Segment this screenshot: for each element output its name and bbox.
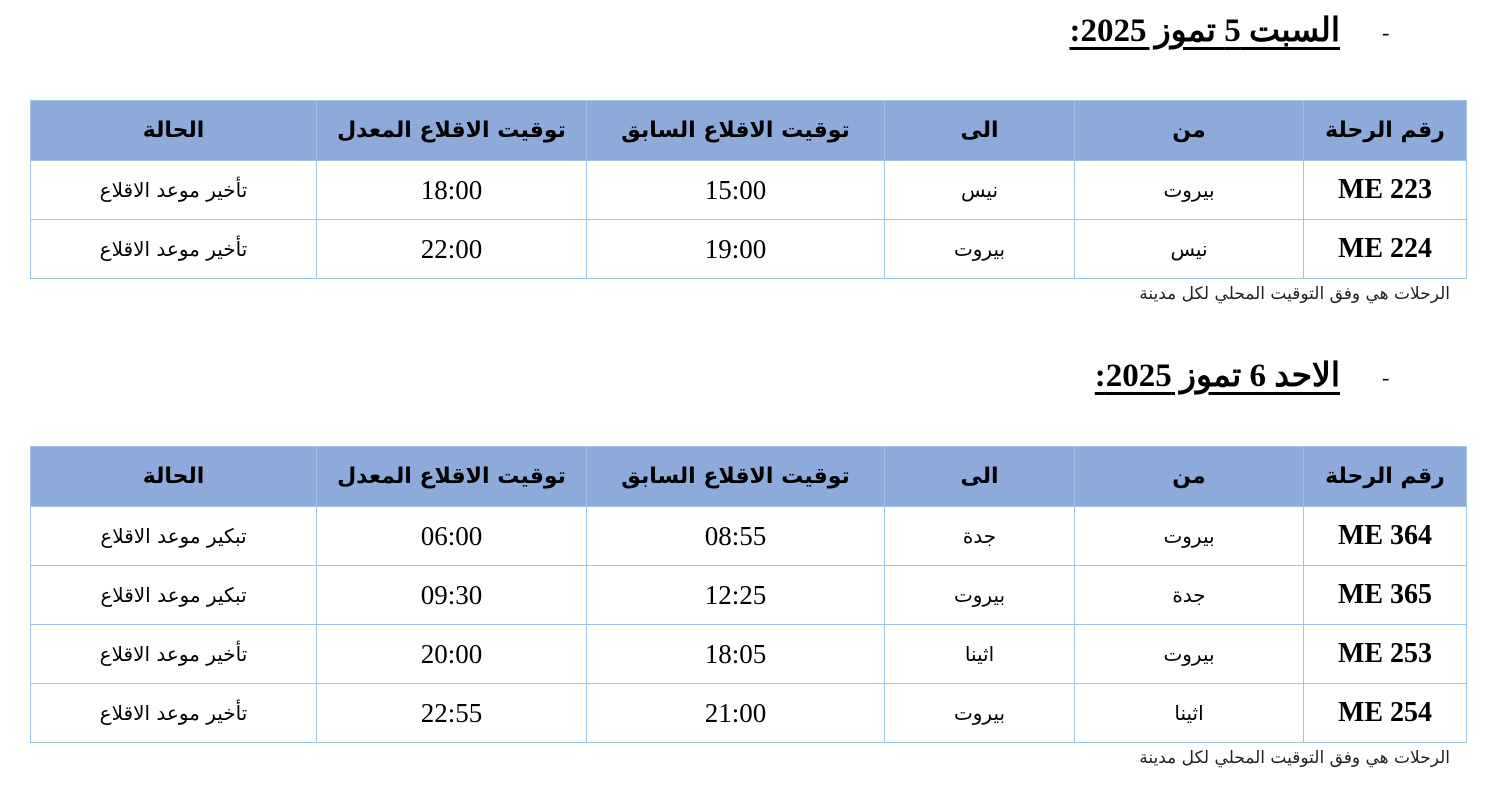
cell-status: تبكير موعد الاقلاع bbox=[30, 565, 317, 625]
bullet-dash: - bbox=[1382, 365, 1390, 390]
section-date-heading: الاحد 6 تموز 2025: bbox=[1094, 358, 1340, 394]
table-row: ME 254 اثينا بيروت 21:00 22:55 تأخير موعد الا… bbox=[30, 683, 1467, 743]
cell-flight: ME 365 bbox=[1303, 565, 1467, 625]
local-time-note: الرحلات هي وفق التوقيت المحلي لكل مدينة bbox=[1139, 284, 1450, 304]
cell-from: بيروت bbox=[1074, 506, 1304, 566]
column-header: الحالة bbox=[30, 100, 317, 161]
cell-from: اثينا bbox=[1074, 683, 1304, 743]
table-row: ME 224 نيس بيروت 19:00 22:00 تأخير موعد الاقل… bbox=[30, 219, 1467, 279]
table-row: ME 223 بيروت نيس 15:00 18:00 تأخير موعد الاقل… bbox=[30, 160, 1467, 220]
cell-to: بيروت bbox=[884, 565, 1075, 625]
column-header: من bbox=[1074, 446, 1304, 507]
cell-to: بيروت bbox=[884, 219, 1075, 279]
cell-new: 09:30 bbox=[316, 565, 587, 625]
cell-from: جدة bbox=[1074, 565, 1304, 625]
cell-new: 20:00 bbox=[316, 624, 587, 684]
cell-flight: ME 364 bbox=[1303, 506, 1467, 566]
local-time-note: الرحلات هي وفق التوقيت المحلي لكل مدينة bbox=[1139, 748, 1450, 768]
cell-new: 22:00 bbox=[316, 219, 587, 279]
cell-to: اثينا bbox=[884, 624, 1075, 684]
column-header: توقيت الاقلاع المعدل bbox=[316, 446, 587, 507]
table-header-row: رقم الرحلة من الى توقيت الاقلاع السابق توقيت… bbox=[30, 100, 1467, 161]
cell-status: تأخير موعد الاقلاع bbox=[30, 160, 317, 220]
column-header: رقم الرحلة bbox=[1303, 100, 1467, 161]
column-header: الى bbox=[884, 446, 1075, 507]
column-header: من bbox=[1074, 100, 1304, 161]
cell-to: نيس bbox=[884, 160, 1075, 220]
cell-previous: 18:05 bbox=[586, 624, 885, 684]
table-row: ME 253 بيروت اثينا 18:05 20:00 تأخير موعد الا… bbox=[30, 624, 1467, 684]
column-header: توقيت الاقلاع السابق bbox=[586, 100, 885, 161]
cell-new: 22:55 bbox=[316, 683, 587, 743]
cell-new: 18:00 bbox=[316, 160, 587, 220]
column-header: الحالة bbox=[30, 446, 317, 507]
column-header: توقيت الاقلاع المعدل bbox=[316, 100, 587, 161]
column-header: الى bbox=[884, 100, 1075, 161]
cell-previous: 15:00 bbox=[586, 160, 885, 220]
cell-flight: ME 253 bbox=[1303, 624, 1467, 684]
column-header: توقيت الاقلاع السابق bbox=[586, 446, 885, 507]
column-header: رقم الرحلة bbox=[1303, 446, 1467, 507]
cell-from: بيروت bbox=[1074, 624, 1304, 684]
cell-status: تبكير موعد الاقلاع bbox=[30, 506, 317, 566]
table-row: ME 364 بيروت جدة 08:55 06:00 تبكير موعد الاقل… bbox=[30, 506, 1467, 566]
cell-previous: 08:55 bbox=[586, 506, 885, 566]
cell-from: نيس bbox=[1074, 219, 1304, 279]
cell-status: تأخير موعد الاقلاع bbox=[30, 624, 317, 684]
cell-previous: 12:25 bbox=[586, 565, 885, 625]
section-date-heading: السبت 5 تموز 2025: bbox=[1069, 13, 1340, 49]
cell-flight: ME 224 bbox=[1303, 219, 1467, 279]
cell-previous: 21:00 bbox=[586, 683, 885, 743]
bullet-dash: - bbox=[1382, 20, 1390, 45]
cell-new: 06:00 bbox=[316, 506, 587, 566]
cell-to: بيروت bbox=[884, 683, 1075, 743]
cell-previous: 19:00 bbox=[586, 219, 885, 279]
table-header-row: رقم الرحلة من الى توقيت الاقلاع السابق توقيت… bbox=[30, 446, 1467, 507]
cell-status: تأخير موعد الاقلاع bbox=[30, 683, 317, 743]
cell-from: بيروت bbox=[1074, 160, 1304, 220]
cell-to: جدة bbox=[884, 506, 1075, 566]
table-row: ME 365 جدة بيروت 12:25 09:30 تبكير موعد الاقل… bbox=[30, 565, 1467, 625]
flights-table: رقم الرحلة من الى توقيت الاقلاع السابق توقيت… bbox=[30, 100, 1467, 279]
flights-table: رقم الرحلة من الى توقيت الاقلاع السابق توقيت… bbox=[30, 446, 1467, 743]
cell-flight: ME 254 bbox=[1303, 683, 1467, 743]
cell-status: تأخير موعد الاقلاع bbox=[30, 219, 317, 279]
cell-flight: ME 223 bbox=[1303, 160, 1467, 220]
